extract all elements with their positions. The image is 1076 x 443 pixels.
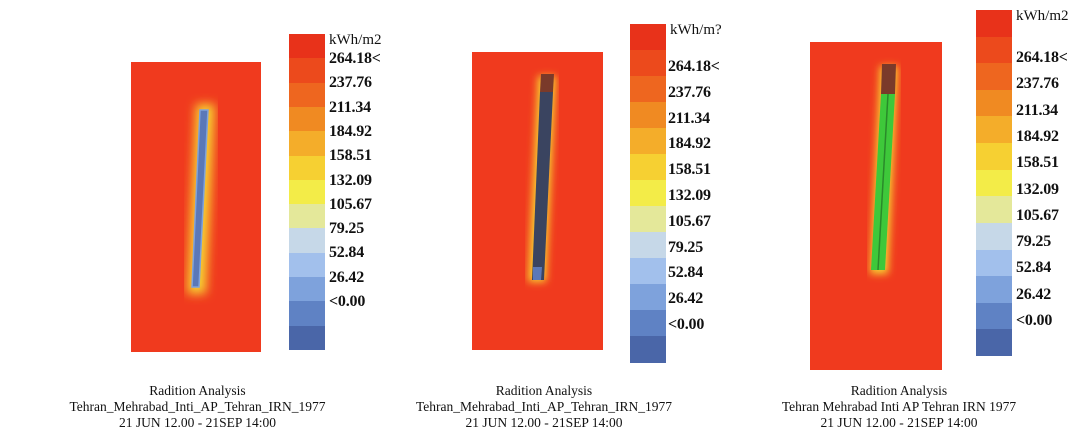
scale-tick-label: 52.84 bbox=[668, 264, 704, 282]
caption-period-2: 21 JUN 12.00 - 21SEP 14:00 bbox=[465, 415, 623, 430]
scale-swatch bbox=[630, 336, 666, 363]
caption-1: Radition Analysis Tehran_Mehrabad_Inti_A… bbox=[0, 383, 395, 431]
scale-swatch bbox=[630, 258, 666, 285]
scale-swatch bbox=[289, 131, 325, 157]
scale-swatch bbox=[976, 10, 1012, 38]
scale-tick-label: <0.00 bbox=[668, 316, 705, 333]
scale-tick-label: <0.00 bbox=[329, 293, 366, 310]
scale-swatch bbox=[630, 128, 666, 155]
scale-swatch bbox=[976, 116, 1012, 144]
scale-swatch bbox=[976, 196, 1012, 224]
scale-swatch bbox=[976, 222, 1012, 251]
caption-location-2: Tehran_Mehrabad_Inti_AP_Tehran_IRN_1977 bbox=[415, 399, 673, 414]
scale-swatch bbox=[289, 179, 325, 205]
radiation-map-1 bbox=[131, 62, 261, 352]
scale-swatch bbox=[630, 180, 666, 207]
scale-tick-label: 264.18< bbox=[1016, 49, 1068, 66]
scale-swatch bbox=[976, 302, 1012, 330]
scale-swatch bbox=[289, 252, 325, 278]
caption-3: Radition Analysis Tehran Mehrabad Inti A… bbox=[722, 383, 1076, 431]
scale-tick-label: 211.34 bbox=[668, 109, 710, 127]
scale-swatch bbox=[976, 89, 1012, 117]
building-model-2 bbox=[528, 74, 556, 282]
scale-swatch bbox=[630, 206, 666, 233]
color-scale-2 bbox=[630, 24, 666, 363]
scale-tick-label: 237.76 bbox=[329, 74, 372, 92]
scale-tick-label: 26.42 bbox=[329, 268, 365, 286]
scale-swatch bbox=[289, 301, 325, 327]
color-scale-3 bbox=[976, 10, 1012, 357]
scale-tick-label: <0.00 bbox=[1016, 312, 1053, 329]
scale-swatch bbox=[289, 58, 325, 84]
scale-swatch bbox=[630, 232, 666, 259]
scale-swatch bbox=[289, 325, 325, 351]
scale-tick-label: 211.34 bbox=[329, 98, 371, 116]
caption-2: Radition Analysis Tehran_Mehrabad_Inti_A… bbox=[368, 383, 720, 431]
scale-tick-label: 211.34 bbox=[1016, 101, 1058, 119]
scale-swatch bbox=[976, 249, 1012, 277]
caption-period-3: 21 JUN 12.00 - 21SEP 14:00 bbox=[820, 415, 978, 430]
scale-swatch bbox=[289, 277, 325, 302]
scale-swatch bbox=[630, 24, 666, 51]
scale-swatch bbox=[630, 50, 666, 77]
scale-tick-label: 26.42 bbox=[1016, 285, 1052, 303]
scale-swatch bbox=[976, 169, 1012, 197]
caption-title-1: Radition Analysis bbox=[149, 383, 246, 398]
scale-tick-label: 132.09 bbox=[329, 171, 372, 189]
unit-label-1: kWh/m2 bbox=[329, 32, 382, 48]
unit-label-2: kWh/m? bbox=[670, 22, 722, 38]
scale-tick-label: 158.51 bbox=[1016, 154, 1059, 172]
scale-swatch bbox=[976, 276, 1012, 304]
scale-swatch bbox=[630, 76, 666, 103]
scale-swatch bbox=[976, 36, 1012, 64]
scale-swatch bbox=[289, 155, 325, 181]
scale-tick-label: 264.18< bbox=[668, 58, 720, 75]
scale-tick-label: 132.09 bbox=[1016, 180, 1059, 198]
building-model-3 bbox=[870, 64, 898, 274]
caption-title-2: Radition Analysis bbox=[495, 383, 593, 398]
scale-tick-label: 158.51 bbox=[668, 161, 711, 179]
scale-tick-label: 52.84 bbox=[1016, 259, 1052, 277]
scale-swatch bbox=[976, 63, 1012, 91]
unit-label-3: kWh/m2 bbox=[1016, 8, 1069, 24]
caption-location-1: Tehran_Mehrabad_Inti_AP_Tehran_IRN_1977 bbox=[69, 399, 326, 414]
scale-swatch bbox=[289, 34, 325, 59]
scale-tick-label: 105.67 bbox=[329, 195, 372, 213]
caption-location-3: Tehran Mehrabad Inti AP Tehran IRN 1977 bbox=[781, 399, 1017, 414]
scale-swatch bbox=[976, 329, 1012, 357]
scale-tick-label: 79.25 bbox=[329, 220, 365, 238]
scale-tick-label: 79.25 bbox=[668, 238, 704, 256]
scale-swatch bbox=[289, 106, 325, 132]
scale-tick-label: 26.42 bbox=[668, 290, 704, 308]
scale-tick-label: 237.76 bbox=[668, 83, 711, 101]
scale-swatch bbox=[976, 143, 1012, 171]
scale-tick-label: 132.09 bbox=[668, 187, 711, 204]
radiation-map-2 bbox=[472, 52, 603, 350]
scale-swatch bbox=[630, 310, 666, 337]
caption-title-3: Radition Analysis bbox=[850, 383, 948, 398]
radiation-map-3 bbox=[810, 42, 942, 370]
scale-tick-label: 237.76 bbox=[1016, 75, 1059, 93]
scale-swatch bbox=[630, 284, 666, 311]
color-scale-1 bbox=[289, 34, 325, 351]
building-model-1 bbox=[187, 104, 215, 294]
scale-swatch bbox=[289, 204, 325, 229]
scale-tick-label: 264.18< bbox=[329, 50, 381, 67]
scale-tick-label: 184.92 bbox=[668, 135, 711, 153]
scale-tick-label: 184.92 bbox=[329, 122, 372, 140]
scale-tick-label: 184.92 bbox=[1016, 127, 1059, 145]
scale-tick-label: 105.67 bbox=[668, 212, 711, 230]
scale-swatch bbox=[289, 228, 325, 254]
scale-tick-label: 105.67 bbox=[1016, 206, 1059, 224]
scale-tick-label: 158.51 bbox=[329, 147, 372, 165]
scale-tick-label: 79.25 bbox=[1016, 233, 1052, 251]
scale-swatch bbox=[630, 102, 666, 129]
scale-swatch bbox=[630, 154, 666, 181]
caption-period-1: 21 JUN 12.00 - 21SEP 14:00 bbox=[118, 415, 276, 430]
scale-tick-label: 52.84 bbox=[329, 244, 365, 262]
scale-swatch bbox=[289, 82, 325, 108]
